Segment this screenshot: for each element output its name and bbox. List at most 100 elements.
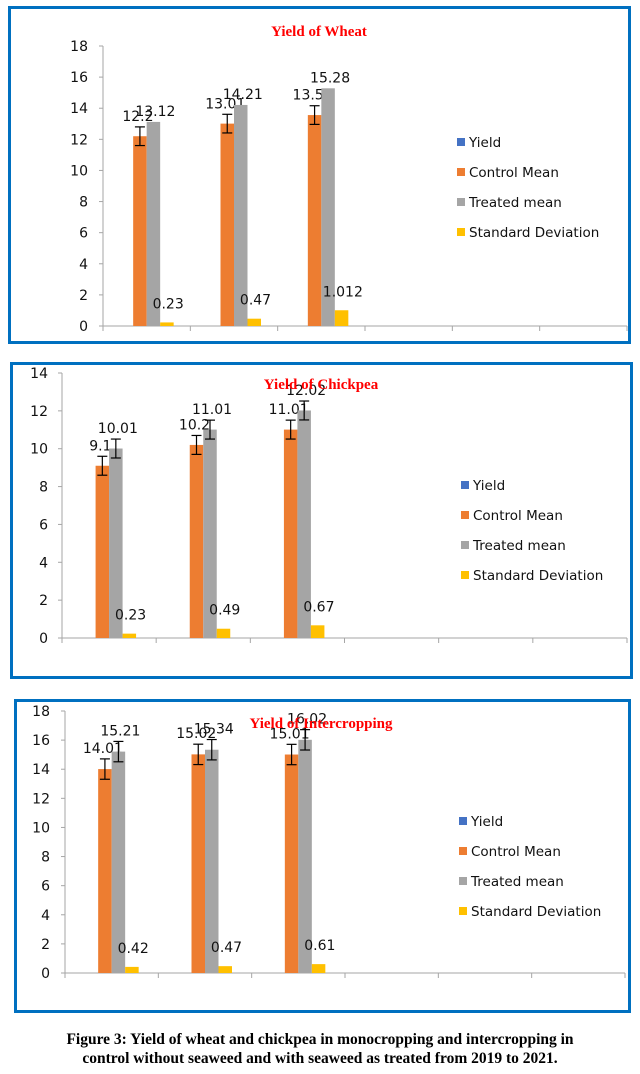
legend-label: Yield xyxy=(468,135,501,151)
legend-label: Standard Deviation xyxy=(469,225,599,241)
y-tick-label: 2 xyxy=(41,937,50,953)
bar-treated-mean xyxy=(297,410,311,638)
y-tick-label: 0 xyxy=(39,631,48,647)
chart-title: Yield of Chickpea xyxy=(264,377,379,393)
legend-swatch xyxy=(461,541,469,549)
y-tick-label: 0 xyxy=(41,966,50,982)
data-label: 0.67 xyxy=(303,599,334,615)
bar-control-mean xyxy=(133,136,147,326)
bar-control-mean xyxy=(284,754,299,973)
legend-swatch xyxy=(457,198,465,206)
data-label: 15.02 xyxy=(176,726,216,742)
y-tick-label: 12 xyxy=(30,404,48,420)
y-tick-label: 6 xyxy=(39,517,48,533)
y-tick-label: 14 xyxy=(32,762,50,778)
data-label: 0.23 xyxy=(115,608,146,624)
y-tick-label: 4 xyxy=(39,555,48,571)
data-label: 1.012 xyxy=(323,284,363,300)
y-tick-label: 10 xyxy=(70,163,88,179)
legend-label: Yield xyxy=(472,478,505,494)
bar-standard-deviation xyxy=(334,310,349,326)
data-label: 15.34 xyxy=(194,722,234,738)
caption-line-2: control without seaweed and with seaweed… xyxy=(82,1050,558,1067)
data-label: 0.49 xyxy=(209,603,240,619)
y-tick-label: 0 xyxy=(79,319,88,335)
bar-control-mean xyxy=(95,465,110,638)
chart-2: 02468101214161814.0115.210.4215.0215.340… xyxy=(32,704,626,982)
y-tick-label: 18 xyxy=(70,39,88,55)
bar-standard-deviation xyxy=(122,633,137,638)
bar-control-mean xyxy=(220,123,234,326)
bar-treated-mean xyxy=(205,749,219,973)
y-tick-label: 16 xyxy=(32,733,50,749)
data-label: 12.02 xyxy=(286,383,326,399)
data-label: 15.21 xyxy=(100,723,140,739)
data-label: 0.42 xyxy=(118,941,149,957)
legend-label: Treated mean xyxy=(472,538,566,554)
y-tick-label: 8 xyxy=(39,480,48,496)
bar-control-mean xyxy=(98,769,112,973)
legend-swatch xyxy=(457,168,465,176)
legend-swatch xyxy=(459,847,467,855)
bar-treated-mean xyxy=(203,429,217,638)
data-label: 12.2 xyxy=(122,109,153,125)
y-tick-label: 16 xyxy=(70,70,88,86)
bar-treated-mean xyxy=(234,104,248,326)
charts-canvas: 02468101214161812.213.120.2313.0114.210.… xyxy=(30,24,628,982)
data-label: 11.01 xyxy=(192,402,232,418)
y-tick-label: 8 xyxy=(79,195,88,211)
bar-standard-deviation xyxy=(125,966,139,973)
legend-label: Treated mean xyxy=(468,195,562,211)
y-tick-label: 2 xyxy=(39,593,48,609)
y-tick-label: 12 xyxy=(70,132,88,148)
y-tick-label: 2 xyxy=(79,288,88,304)
data-label: 0.61 xyxy=(304,938,335,954)
y-tick-label: 4 xyxy=(41,908,50,924)
bar-standard-deviation xyxy=(160,322,174,326)
bar-standard-deviation xyxy=(216,628,231,638)
data-label: 13.12 xyxy=(135,104,175,120)
legend-label: Control Mean xyxy=(469,165,559,181)
legend-swatch xyxy=(457,138,465,146)
bar-standard-deviation xyxy=(247,318,261,326)
y-tick-label: 10 xyxy=(32,820,50,836)
chart-title: Yield of Wheat xyxy=(271,24,367,40)
legend-label: Control Mean xyxy=(473,508,563,524)
y-tick-label: 14 xyxy=(70,101,88,117)
caption-line-1: Figure 3: Yield of wheat and chickpea in… xyxy=(66,1031,574,1048)
legend-swatch xyxy=(457,228,465,236)
y-tick-label: 10 xyxy=(30,442,48,458)
data-label: 10.01 xyxy=(98,421,138,437)
legend-swatch xyxy=(461,511,469,519)
chart-1: 024681012149.110.010.2310.211.010.4911.0… xyxy=(30,366,628,647)
data-label: 16.02 xyxy=(287,712,327,728)
y-tick-label: 4 xyxy=(79,257,88,273)
bar-control-mean xyxy=(189,444,204,638)
bar-standard-deviation xyxy=(311,964,326,973)
data-label: 0.23 xyxy=(153,296,184,312)
bar-treated-mean xyxy=(111,751,126,973)
legend-label: Standard Deviation xyxy=(473,568,603,584)
y-tick-label: 6 xyxy=(79,226,88,242)
bar-treated-mean xyxy=(146,121,161,327)
legend-swatch xyxy=(459,877,467,885)
legend-label: Control Mean xyxy=(471,844,561,860)
data-label: 15.28 xyxy=(310,70,350,86)
bar-treated-mean xyxy=(109,448,123,638)
legend-swatch xyxy=(459,907,467,915)
y-tick-label: 6 xyxy=(41,879,50,895)
chart-title: Yield of Intercropping xyxy=(249,716,393,732)
bar-standard-deviation xyxy=(218,966,232,973)
data-label: 0.47 xyxy=(240,293,271,309)
legend-label: Yield xyxy=(470,814,503,830)
legend-swatch xyxy=(461,481,469,489)
legend-swatch xyxy=(459,817,467,825)
data-label: 15.01 xyxy=(270,726,310,742)
data-label: 14.21 xyxy=(223,87,263,103)
bar-standard-deviation xyxy=(310,625,325,638)
data-label: 9.1 xyxy=(89,438,111,454)
y-tick-label: 18 xyxy=(32,704,50,720)
y-tick-label: 14 xyxy=(30,366,48,382)
y-tick-label: 12 xyxy=(32,791,50,807)
bar-control-mean xyxy=(191,754,205,973)
